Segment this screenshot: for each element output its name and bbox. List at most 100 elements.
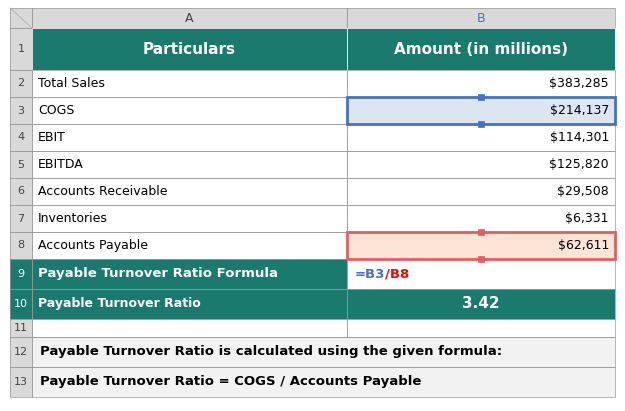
Bar <box>10 259 32 289</box>
Text: 2: 2 <box>18 79 24 88</box>
Text: $125,820: $125,820 <box>549 158 609 171</box>
Bar <box>10 124 32 151</box>
Bar <box>32 8 347 28</box>
Bar <box>347 289 615 319</box>
Bar <box>10 289 32 319</box>
Text: /B8: /B8 <box>385 268 409 280</box>
Text: 3: 3 <box>18 106 24 115</box>
Bar <box>32 97 347 124</box>
Bar <box>32 367 615 397</box>
Bar <box>10 151 32 178</box>
Bar <box>32 124 347 151</box>
Bar <box>32 289 347 319</box>
Bar <box>32 151 347 178</box>
Bar <box>478 121 484 127</box>
Bar <box>10 178 32 205</box>
Bar <box>32 337 615 367</box>
Bar <box>347 97 615 124</box>
Bar <box>347 151 615 178</box>
Bar <box>478 229 484 235</box>
Bar <box>32 319 347 337</box>
Bar <box>347 8 615 28</box>
Bar <box>32 205 347 232</box>
Bar <box>10 70 32 97</box>
Bar <box>10 28 32 70</box>
Text: $383,285: $383,285 <box>549 77 609 90</box>
Text: 7: 7 <box>18 213 24 224</box>
Bar <box>347 319 615 337</box>
Text: 4: 4 <box>18 132 24 143</box>
Bar <box>347 259 615 289</box>
Bar <box>347 8 615 28</box>
Bar <box>347 259 615 289</box>
Text: =B3: =B3 <box>355 268 386 280</box>
Bar <box>10 289 32 319</box>
Bar <box>347 289 615 319</box>
Bar <box>32 205 347 232</box>
Bar <box>347 70 615 97</box>
Bar <box>32 232 347 259</box>
Bar <box>32 337 615 367</box>
Bar <box>347 28 615 70</box>
Bar <box>32 28 347 70</box>
Bar <box>347 319 615 337</box>
Text: Payable Turnover Ratio is calculated using the given formula:: Payable Turnover Ratio is calculated usi… <box>40 346 502 358</box>
Bar <box>32 70 347 97</box>
Bar <box>32 97 347 124</box>
Bar <box>32 319 347 337</box>
Bar <box>347 70 615 97</box>
Bar <box>10 70 32 97</box>
Text: 3.42: 3.42 <box>462 296 500 312</box>
Bar <box>32 367 615 397</box>
Text: B: B <box>477 12 486 25</box>
Bar <box>347 124 615 151</box>
Text: 12: 12 <box>14 347 28 357</box>
Text: 11: 11 <box>14 323 28 333</box>
Bar <box>347 178 615 205</box>
Bar <box>478 256 484 262</box>
Bar <box>10 151 32 178</box>
Bar <box>478 94 484 100</box>
Text: $29,508: $29,508 <box>558 185 609 198</box>
Bar <box>32 178 347 205</box>
Bar <box>347 205 615 232</box>
Bar <box>32 28 347 70</box>
Bar <box>32 259 347 289</box>
Bar <box>32 232 347 259</box>
Bar <box>347 151 615 178</box>
Bar <box>10 124 32 151</box>
Bar <box>10 367 32 397</box>
Bar <box>10 232 32 259</box>
Bar <box>10 367 32 397</box>
Bar <box>10 319 32 337</box>
Bar <box>32 8 347 28</box>
Bar <box>10 8 32 28</box>
Text: 5: 5 <box>18 159 24 169</box>
Bar <box>32 289 347 319</box>
Bar <box>10 97 32 124</box>
Bar <box>10 8 32 28</box>
Bar <box>347 97 615 124</box>
Bar <box>10 205 32 232</box>
Text: EBITDA: EBITDA <box>38 158 84 171</box>
Text: Particulars: Particulars <box>143 42 236 56</box>
Text: COGS: COGS <box>38 104 74 117</box>
Bar <box>10 337 32 367</box>
Text: 8: 8 <box>18 240 24 250</box>
Text: 6: 6 <box>18 187 24 196</box>
Bar <box>32 259 347 289</box>
Bar <box>347 97 615 124</box>
Text: 1: 1 <box>18 44 24 54</box>
Bar <box>347 232 615 259</box>
Text: 9: 9 <box>18 269 24 279</box>
Bar <box>10 259 32 289</box>
Bar <box>10 178 32 205</box>
Text: Payable Turnover Ratio = COGS / Accounts Payable: Payable Turnover Ratio = COGS / Accounts… <box>40 376 421 388</box>
Bar <box>347 178 615 205</box>
Bar <box>347 232 615 259</box>
Bar <box>10 319 32 337</box>
Text: Payable Turnover Ratio: Payable Turnover Ratio <box>38 298 201 310</box>
Bar <box>347 232 615 259</box>
Text: 13: 13 <box>14 377 28 387</box>
Bar <box>10 232 32 259</box>
